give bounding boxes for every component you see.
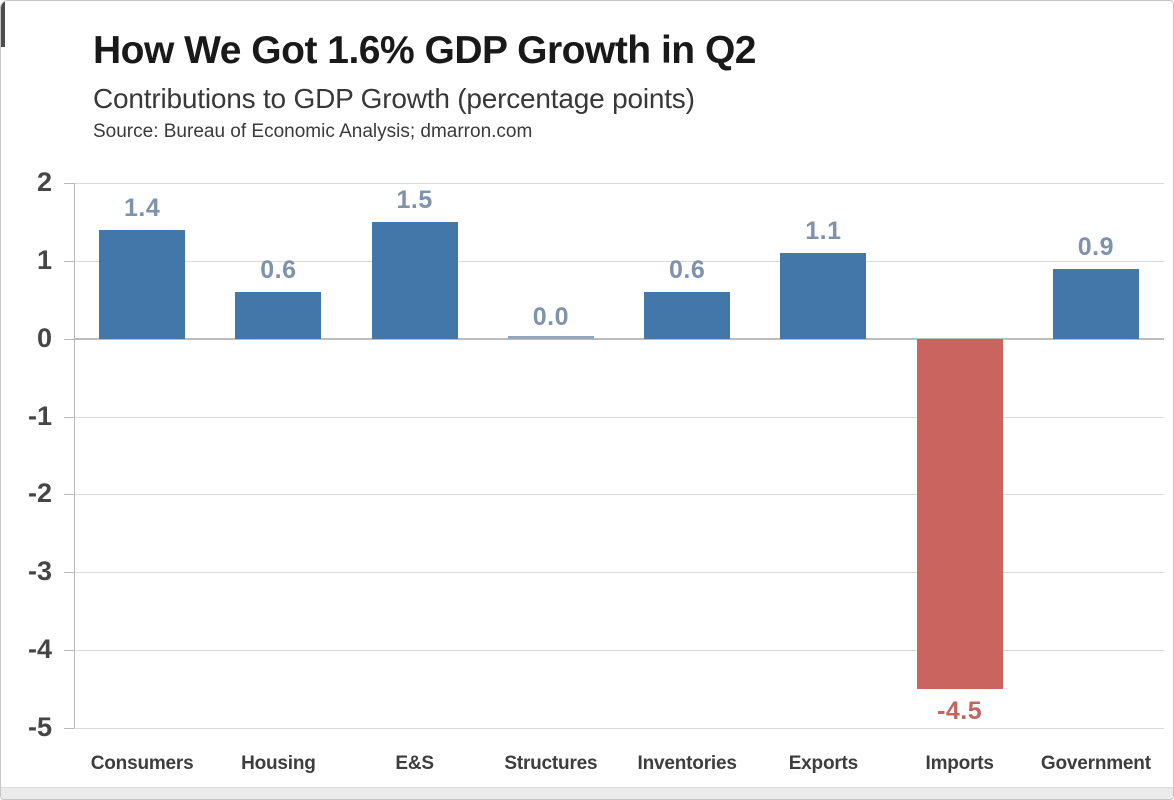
value-label: 0.6 [260, 256, 297, 284]
y-tick-label: -5 [27, 712, 52, 742]
bar-imports [916, 338, 1003, 690]
category-label: Exports [788, 753, 859, 774]
bar-structures [507, 335, 594, 339]
y-axis-tick [64, 416, 74, 418]
category-label: Imports [925, 753, 994, 774]
y-axis-tick [64, 338, 74, 340]
gridline [74, 494, 1164, 496]
bar-consumers [99, 229, 186, 339]
y-axis-tick [64, 650, 74, 652]
bar-housing [235, 292, 322, 339]
screen-edge-artifact [1, 1, 5, 47]
chart-header: How We Got 1.6% GDP Growth in Q2 Contrib… [93, 29, 756, 143]
gridline [74, 728, 1164, 729]
category-label: Consumers [90, 753, 194, 774]
zero-gridline [74, 337, 1164, 340]
bar-government [1052, 268, 1139, 339]
bar-inventories [644, 292, 731, 339]
category-label: E&S [395, 753, 434, 774]
gridline [74, 416, 1164, 418]
chart-subtitle: Contributions to GDP Growth (percentage … [93, 82, 695, 114]
value-label: 0.9 [1077, 232, 1114, 261]
y-axis-tick [64, 260, 74, 262]
y-axis-tick [64, 494, 74, 496]
category-label: Housing [241, 753, 316, 774]
gridline [74, 183, 1164, 184]
y-tick-label: -3 [27, 556, 52, 587]
value-label: 0.6 [668, 256, 706, 284]
y-tick-label: 0 [36, 322, 52, 353]
y-axis-tick [64, 572, 74, 574]
y-axis-line [74, 183, 75, 728]
value-label: 1.5 [396, 185, 433, 214]
bar-e-s [371, 221, 458, 339]
chart-source-note: Source: Bureau of Economic Analysis; dma… [93, 120, 533, 142]
chart-title: How We Got 1.6% GDP Growth in Q2 [93, 29, 756, 72]
bottom-strip [1, 787, 1173, 799]
gridline [74, 572, 1164, 574]
value-label: 1.4 [123, 193, 161, 222]
category-label: Inventories [637, 753, 737, 774]
category-label: Structures [504, 753, 598, 774]
y-tick-label: -2 [27, 478, 52, 509]
gridline [74, 650, 1164, 652]
y-axis-tick [64, 728, 74, 729]
bar-exports [780, 253, 867, 339]
y-tick-label: 1 [36, 244, 52, 275]
value-label: 0.0 [532, 302, 569, 331]
y-axis-tick [64, 183, 74, 184]
category-label: Government [1040, 753, 1151, 774]
y-tick-label: -4 [27, 634, 52, 665]
value-label: 1.1 [805, 217, 842, 246]
value-label: -4.5 [937, 697, 983, 726]
y-tick-label: -1 [27, 400, 52, 431]
y-tick-label: 2 [36, 167, 52, 197]
gridline [74, 260, 1164, 262]
